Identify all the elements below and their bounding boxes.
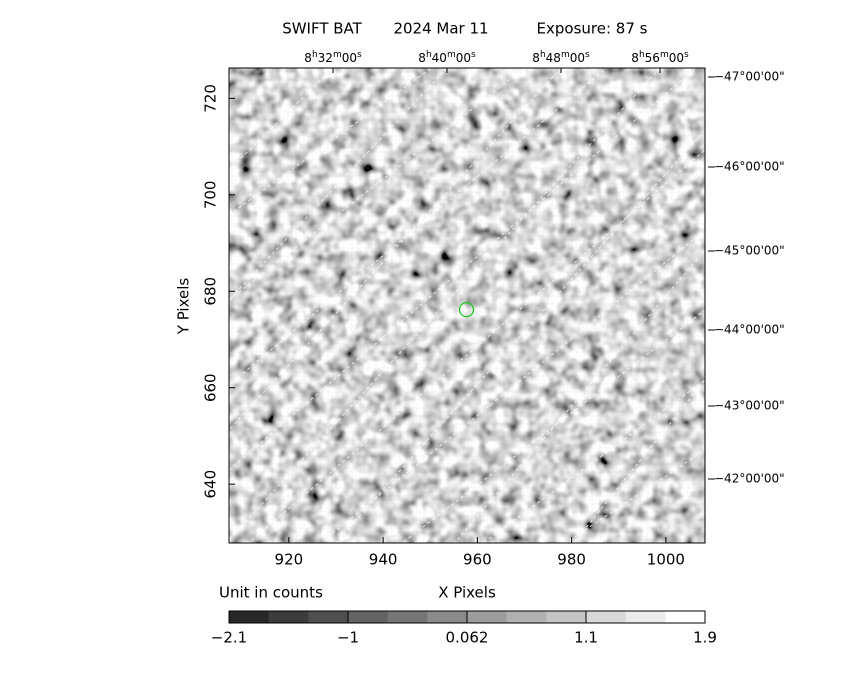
sky-image [229, 68, 705, 543]
ra-label: 8h40m00s [418, 50, 476, 65]
x-tick-label: 960 [463, 551, 492, 569]
y-tick-label: 660 [202, 373, 220, 402]
colorbar-cell [665, 611, 706, 623]
chart-title: SWIFT BAT [282, 20, 362, 38]
y-tick-label: 640 [202, 470, 220, 499]
x-tick-label: 920 [275, 551, 304, 569]
colorbar-cell [229, 611, 270, 623]
y-tick-label: 680 [202, 277, 220, 306]
ra-label: 8h56m00s [631, 50, 689, 65]
colorbar-cell [586, 611, 627, 623]
x-tick-label: 980 [557, 551, 586, 569]
colorbar-cell [546, 611, 587, 623]
colorbar-cell [268, 611, 309, 623]
colorbar-cell [625, 611, 666, 623]
dec-label: −43°00'00" [714, 399, 785, 413]
dec-label: −46°00'00" [714, 160, 785, 174]
ra-label: 8h48m00s [532, 50, 590, 65]
colorbar-label: 1.1 [574, 629, 598, 647]
colorbar-cell [348, 611, 389, 623]
colorbar-label: 0.062 [446, 629, 489, 647]
y-tick-label: 720 [202, 84, 220, 113]
colorbar-cell [387, 611, 428, 623]
source-marker [458, 301, 475, 318]
plot-frame [228, 67, 706, 544]
colorbar-cell [427, 611, 468, 623]
dec-label: −42°00'00" [714, 472, 785, 486]
x-tick-label: 940 [369, 551, 398, 569]
y-axis-label: Y Pixels [175, 278, 193, 336]
unit-label: Unit in counts [219, 584, 323, 602]
colorbar-cell [506, 611, 547, 623]
colorbar-cell [467, 611, 508, 623]
colorbar-label: −1 [337, 629, 359, 647]
chart-title: Exposure: 87 s [537, 20, 648, 38]
colorbar-cell [308, 611, 349, 623]
colorbar-label: 1.9 [693, 629, 717, 647]
x-axis-label: X Pixels [438, 584, 496, 602]
dec-label: −44°00'00" [714, 323, 785, 337]
chart-title: 2024 Mar 11 [393, 20, 488, 38]
ra-label: 8h32m00s [304, 50, 362, 65]
coordinate-grid [229, 68, 705, 543]
dec-label: −47°00'00" [714, 70, 785, 84]
dec-label: −45°00'00" [714, 244, 785, 258]
y-tick-label: 700 [202, 181, 220, 210]
colorbar-label: −2.1 [211, 629, 247, 647]
x-tick-label: 1000 [647, 551, 685, 569]
